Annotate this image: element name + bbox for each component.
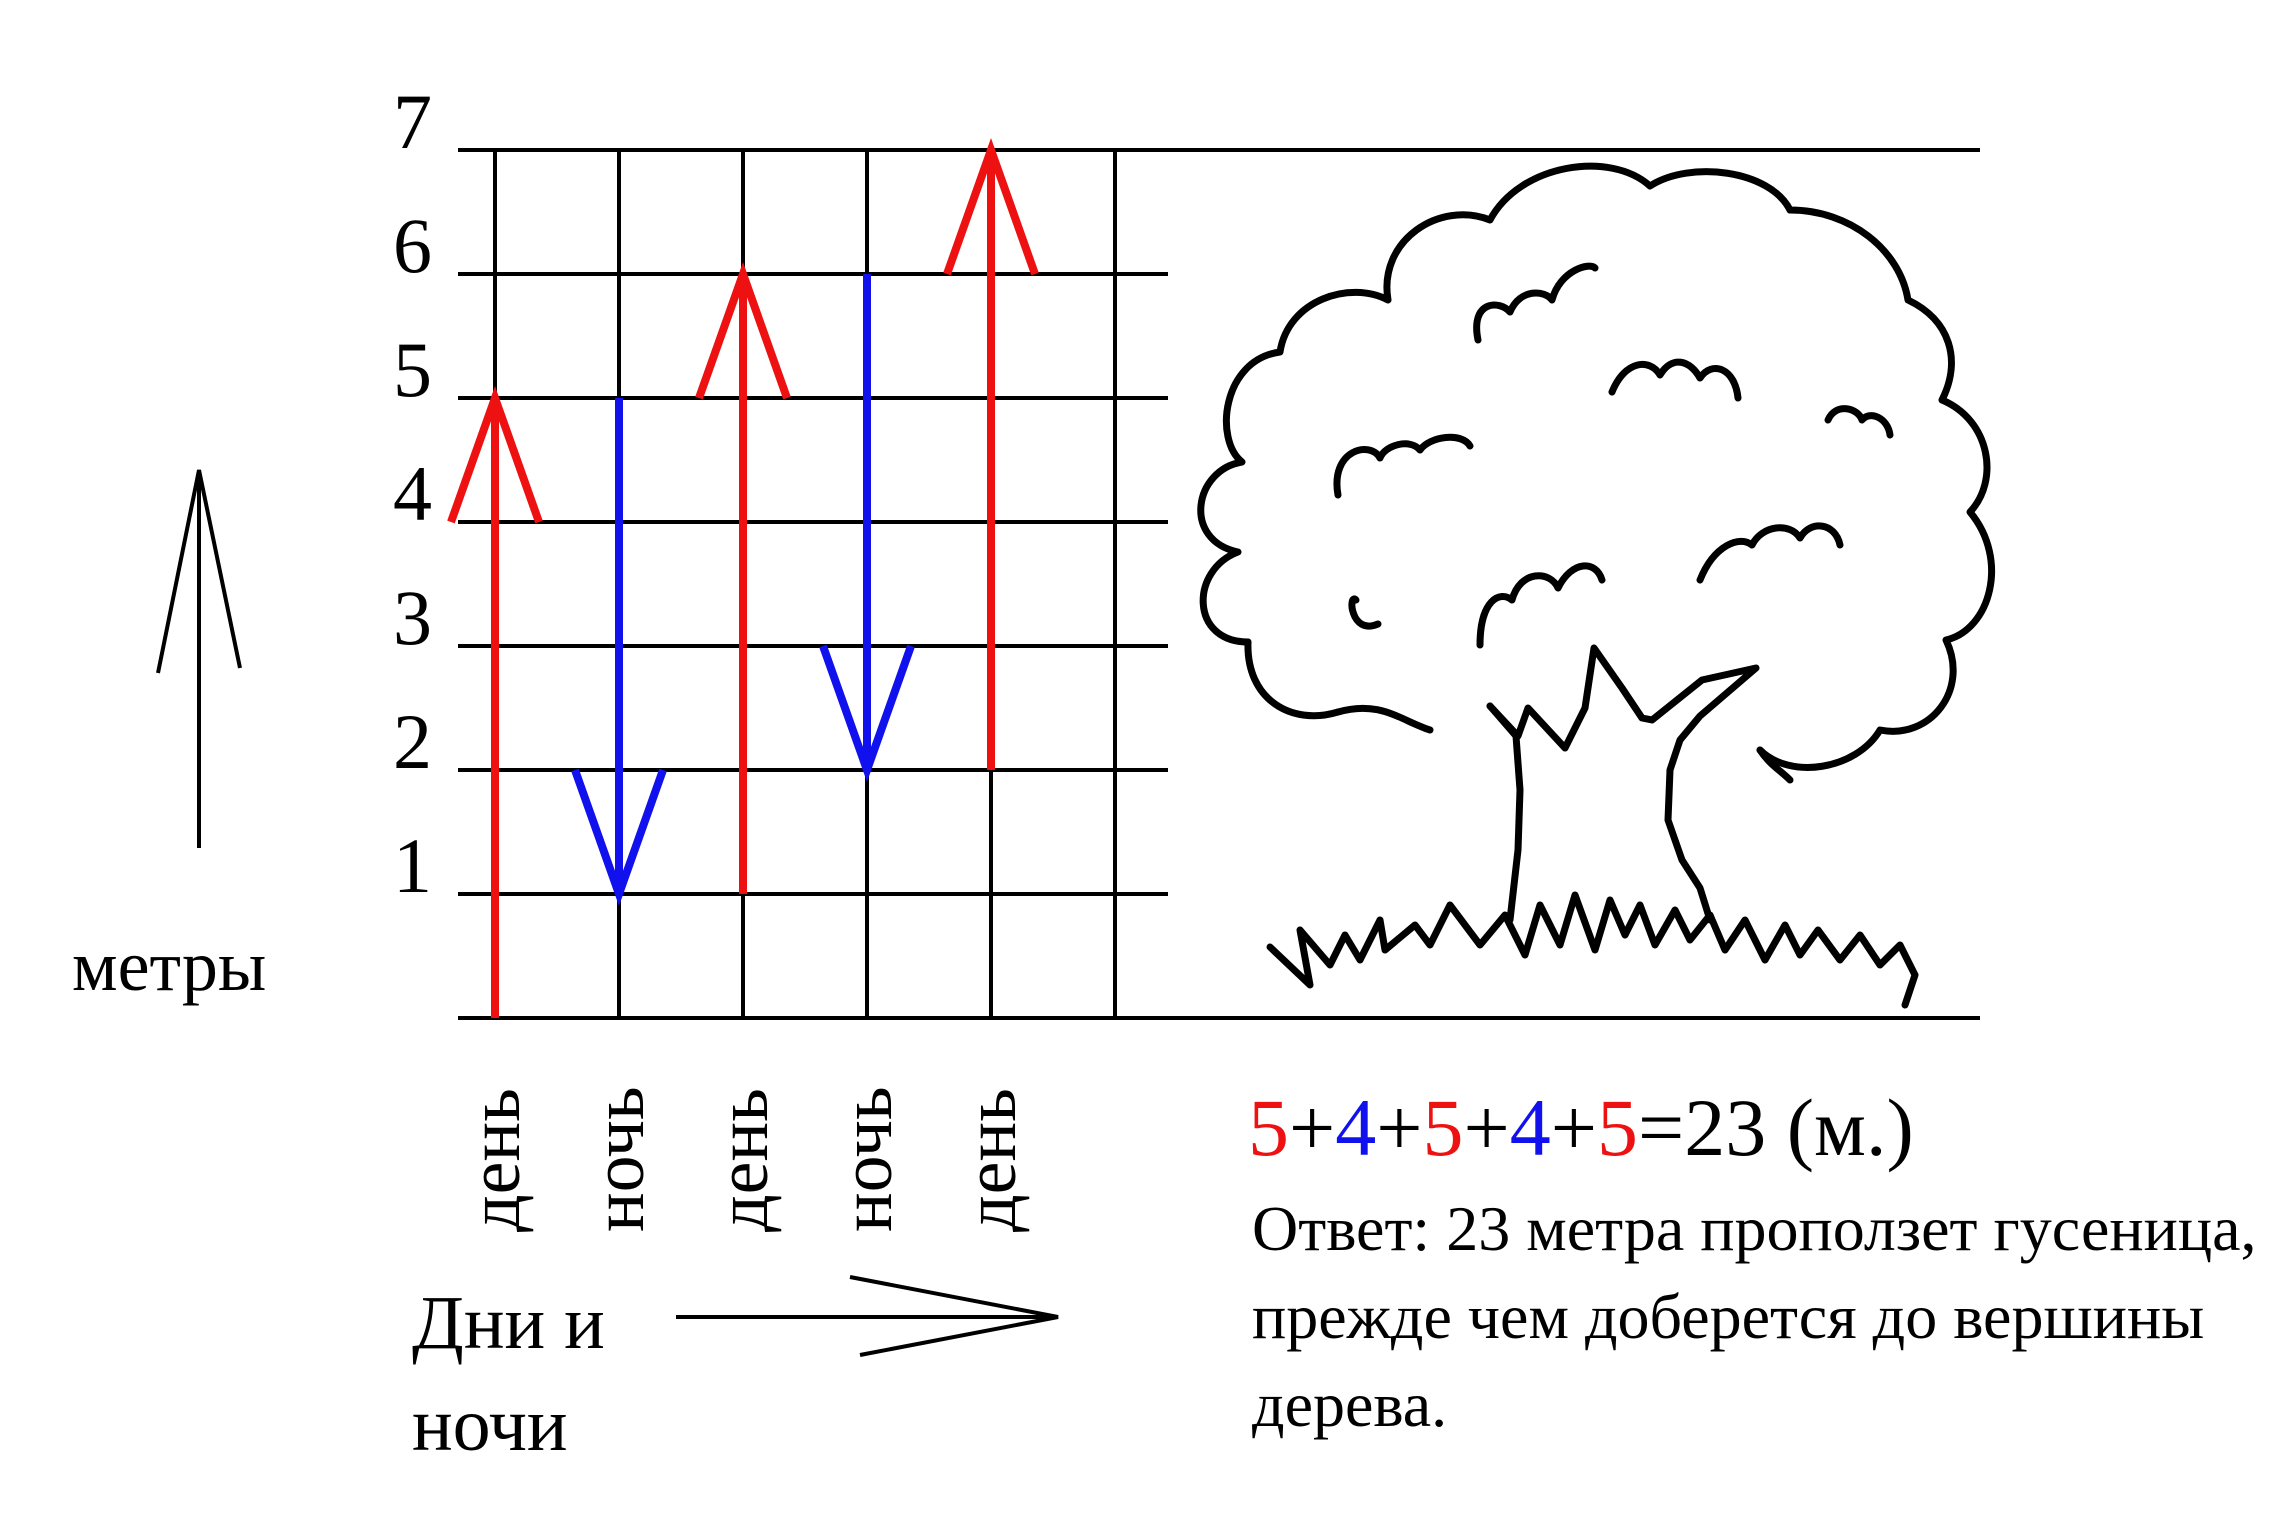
equation-term: + — [1551, 1082, 1597, 1173]
equation-term: + — [1289, 1082, 1335, 1173]
column-labels: день ночь день ночь день — [454, 1086, 1032, 1232]
equation-term: 5 — [1423, 1082, 1464, 1173]
equation-term: 4 — [1510, 1082, 1551, 1173]
grid — [458, 148, 1980, 1020]
column-label: ночь — [578, 1086, 660, 1232]
y-tick-label: 2 — [393, 698, 432, 785]
column-label: день — [950, 1088, 1032, 1232]
equation-term: 4 — [1335, 1082, 1376, 1173]
column-label: ночь — [826, 1086, 908, 1232]
x-axis-label-line1: Дни и — [412, 1281, 605, 1365]
y-axis-label: метры — [72, 926, 266, 1006]
y-tick-label: 6 — [393, 202, 432, 289]
equation-term: =23 (м.) — [1638, 1082, 1914, 1173]
y-tick-label: 4 — [393, 450, 432, 537]
up-arrow — [695, 262, 791, 894]
equation-term: 5 — [1248, 1082, 1289, 1173]
y-tick-label: 3 — [393, 574, 432, 661]
down-arrow — [571, 398, 667, 906]
column-label: день — [454, 1088, 536, 1232]
equation-term: 5 — [1597, 1082, 1638, 1173]
column-label: день — [702, 1088, 784, 1232]
x-axis-label-line2: ночи — [412, 1383, 568, 1467]
tree-icon — [1197, 162, 1996, 1009]
y-tick-label: 1 — [393, 822, 432, 909]
y-axis-arrow-icon — [156, 469, 242, 848]
equation-term: + — [1376, 1082, 1422, 1173]
y-tick-labels: 1 2 3 4 5 6 7 — [393, 78, 432, 909]
up-arrow — [943, 138, 1039, 770]
x-axis-arrow-icon — [676, 1275, 1059, 1357]
equation-term: + — [1464, 1082, 1510, 1173]
movement-arrows — [447, 138, 1039, 1018]
y-tick-label: 7 — [393, 78, 432, 165]
up-arrow — [447, 386, 543, 1018]
down-arrow — [819, 274, 915, 782]
answer-text: Ответ: 23 метра проползет гусеница, преж… — [1252, 1193, 2257, 1440]
equation: 5+4+5+4+5=23 (м.) — [1248, 1082, 1914, 1173]
y-tick-label: 5 — [393, 326, 432, 413]
